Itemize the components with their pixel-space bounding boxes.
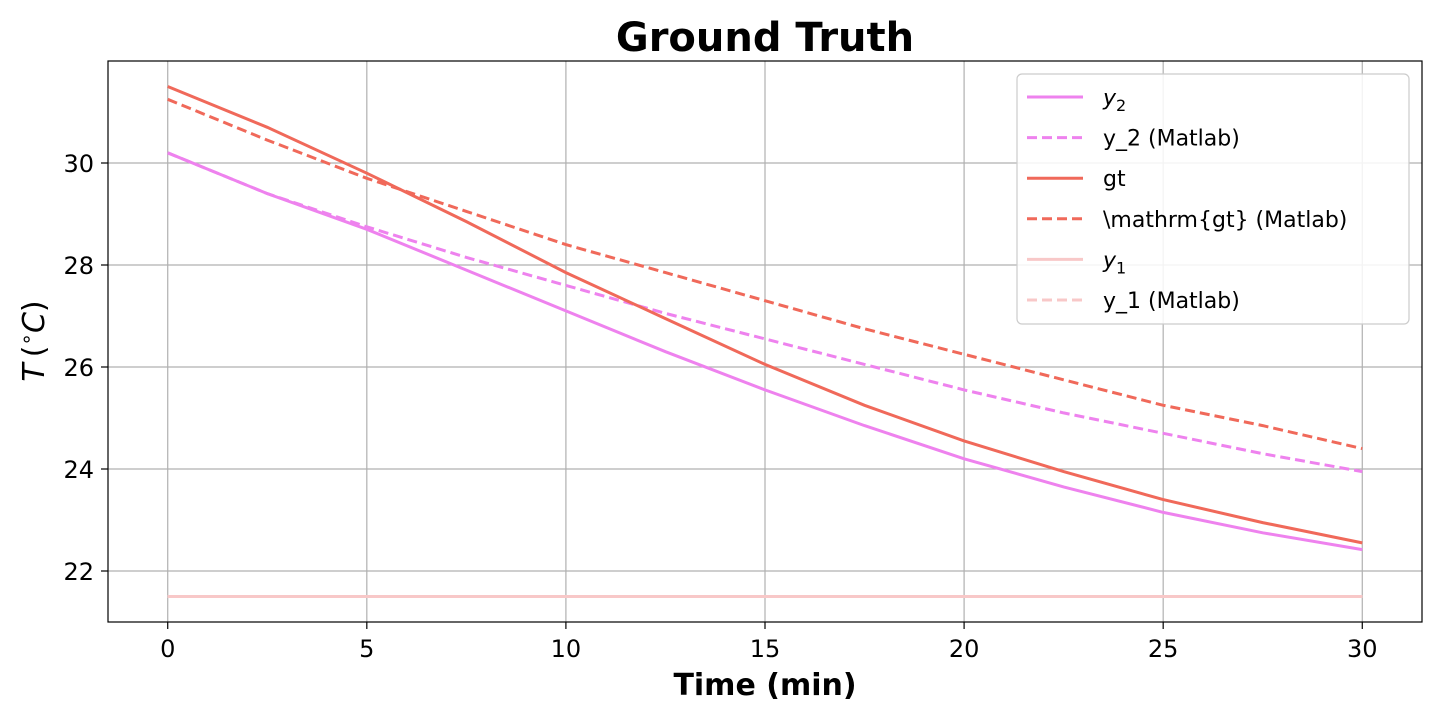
y-tick-label: 28 <box>63 252 94 280</box>
legend-label: y2 <box>1102 86 1126 115</box>
x-tick-label: 15 <box>750 635 781 663</box>
series-line-4 <box>167 97 1363 451</box>
x-axis-label: Time (min) <box>673 668 856 703</box>
y-tick-label: 22 <box>63 558 94 586</box>
y-tick-label: 26 <box>63 354 94 382</box>
legend-label-symbol: y <box>1102 248 1117 273</box>
y-tick-label: 24 <box>63 456 94 484</box>
plot-series <box>167 85 1363 598</box>
y-axis-label: T (∘C) <box>14 300 52 381</box>
series-line-3 <box>167 85 1363 545</box>
series-line-1 <box>167 151 1363 552</box>
legend-label: y_2 (Matlab) <box>1103 127 1240 152</box>
series-line-2 <box>167 151 1363 474</box>
x-tick-label: 20 <box>949 635 980 663</box>
chart-title: Ground Truth <box>616 15 914 61</box>
legend-label-subscript: 2 <box>1116 96 1126 115</box>
y-label-unit: C <box>17 312 52 333</box>
axis-ticks: 0 5 10 15 20 25 30 22 24 26 28 30 <box>63 150 1377 663</box>
legend-label: y_1 (Matlab) <box>1103 289 1240 314</box>
y-label-symbol: T <box>17 361 52 382</box>
legend-box <box>1016 73 1410 325</box>
y-tick-label: 30 <box>63 150 94 178</box>
x-tick-label: 30 <box>1347 635 1378 663</box>
x-tick-label: 25 <box>1148 635 1179 663</box>
legend-label: y1 <box>1102 248 1126 277</box>
y-label-close-paren: ) <box>17 300 52 312</box>
x-tick-label: 0 <box>160 635 175 663</box>
legend-label-symbol: y <box>1102 86 1117 111</box>
legend-label: gt <box>1103 167 1126 192</box>
legend-label-subscript: 1 <box>1116 258 1126 277</box>
y-label-open-paren: ( <box>17 346 52 358</box>
x-tick-label: 10 <box>551 635 582 663</box>
x-tick-label: 5 <box>359 635 374 663</box>
legend: y2y_2 (Matlab)gt\mathrm{gt} (Matlab)y1y_… <box>1016 73 1410 325</box>
legend-label: \mathrm{gt} (Matlab) <box>1103 208 1347 233</box>
y-label-degree: ∘ <box>14 333 38 346</box>
